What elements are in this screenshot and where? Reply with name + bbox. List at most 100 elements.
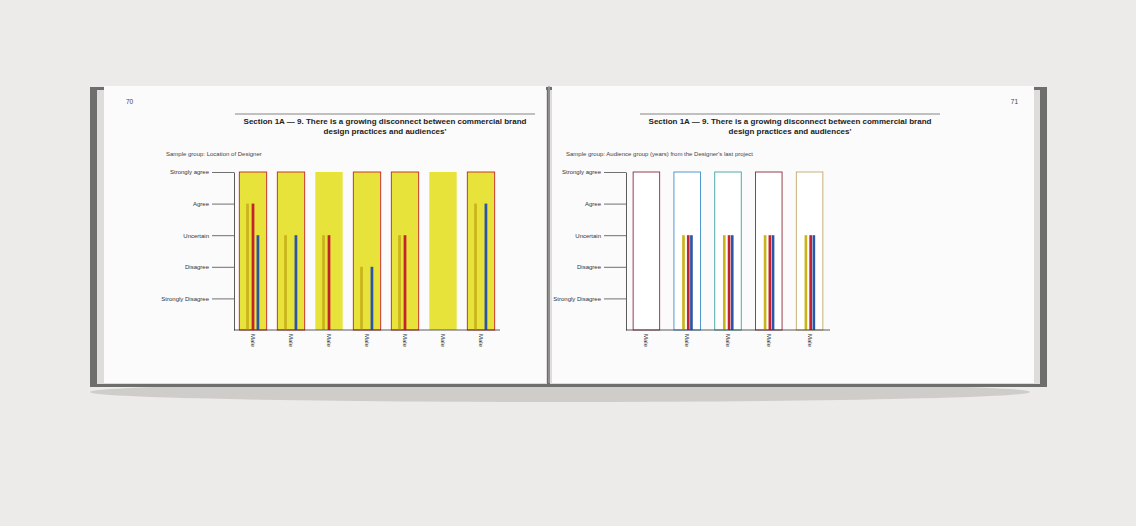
bar (371, 267, 374, 330)
bar (322, 235, 325, 330)
x-tick-label: Male (766, 334, 772, 348)
x-tick: Male (643, 334, 649, 348)
y-tick: Uncertain (575, 233, 626, 239)
y-tick: Uncertain (183, 233, 234, 239)
y-axis: Strongly agree Agree Uncertain Disagree Stro… (553, 169, 626, 330)
bar (398, 235, 401, 330)
column-frame (674, 172, 701, 330)
subtitle: Sample group: Audience group (years) fro… (566, 151, 753, 157)
y-tick: Strongly agree (170, 169, 234, 175)
y-axis: Strongly agree Agree Uncertain Disagree Stro… (161, 169, 234, 330)
y-axis-line (234, 173, 235, 331)
column-frame (315, 172, 342, 330)
bar (772, 235, 775, 330)
column-frame (796, 172, 823, 330)
x-tick: Male (478, 334, 484, 348)
canvas: 70 Section 1A — 9. There is a growing dis… (0, 0, 1136, 526)
x-tick: Male (725, 334, 731, 348)
x-tick-label: Male (478, 334, 484, 348)
page-number: 71 (1011, 98, 1019, 105)
y-tick-label: Strongly Disagree (553, 296, 601, 302)
x-tick-label: Male (364, 334, 370, 348)
y-tick-mark (604, 204, 626, 205)
page-number: 70 (126, 98, 134, 105)
y-tick-label: Disagree (185, 264, 210, 270)
x-tick-label: Male (725, 334, 731, 348)
y-tick: Disagree (185, 264, 234, 270)
chart-page: 70Section 1A — 9. There is a growing dis… (104, 86, 546, 383)
column-frame (467, 172, 494, 330)
x-axis: Male Male Male Male Male (626, 330, 830, 348)
column-frames (633, 172, 823, 330)
y-tick: Agree (585, 201, 626, 207)
bar (764, 235, 767, 330)
bar (257, 235, 260, 330)
bar (682, 235, 685, 330)
y-tick-label: Strongly agree (170, 169, 210, 175)
bar (809, 235, 812, 330)
x-tick-label: Male (326, 334, 332, 348)
y-tick-label: Disagree (577, 264, 602, 270)
x-tick-label: Male (250, 334, 256, 348)
bar (723, 235, 726, 330)
x-axis-line (626, 330, 830, 331)
bar (252, 204, 255, 330)
y-tick-mark (604, 298, 626, 299)
y-tick: Strongly Disagree (553, 296, 626, 302)
bar (690, 235, 693, 330)
x-tick: Male (807, 334, 813, 348)
title: Section 1A — 9. There is a growing disco… (649, 117, 932, 136)
x-tick: Male (288, 334, 294, 348)
bar (769, 235, 772, 330)
y-tick: Agree (193, 201, 234, 207)
x-tick-label: Male (288, 334, 294, 348)
x-tick-label: Male (684, 334, 690, 348)
x-tick: Male (364, 334, 370, 348)
y-tick-mark (604, 172, 626, 173)
x-tick: Male (684, 334, 690, 348)
bar (360, 267, 363, 330)
y-tick: Strongly Disagree (161, 296, 234, 302)
x-tick: Male (250, 334, 256, 348)
y-tick-mark (212, 235, 234, 236)
x-tick: Male (326, 334, 332, 348)
bar (284, 235, 287, 330)
bar (328, 235, 331, 330)
x-tick-label: Male (643, 334, 649, 348)
spine (548, 86, 550, 383)
column-frame (633, 172, 660, 330)
background (0, 0, 1136, 526)
y-tick-label: Strongly agree (562, 169, 602, 175)
bar (246, 204, 249, 330)
bar (295, 235, 298, 330)
bar (485, 204, 488, 330)
x-tick: Male (766, 334, 772, 348)
bar (474, 204, 477, 330)
y-tick: Strongly agree (562, 169, 626, 175)
bar (731, 235, 734, 330)
page (552, 86, 1034, 383)
y-tick-label: Uncertain (183, 233, 209, 239)
x-axis: MaleMaleMaleMaleMaleMaleMale (234, 330, 500, 348)
x-tick-label: Male (402, 334, 408, 348)
y-tick-mark (212, 298, 234, 299)
y-tick-label: Uncertain (575, 233, 601, 239)
column-frame (756, 172, 783, 330)
page (104, 86, 546, 383)
chart-page: 71 Section 1A — 9. There is a growing dis… (552, 86, 1034, 383)
plot-area (246, 204, 487, 330)
y-tick-mark (212, 204, 234, 205)
x-tick: Male (402, 334, 408, 348)
bar (404, 235, 407, 330)
title-rule (235, 114, 535, 115)
bar (687, 235, 690, 330)
column-frame (277, 172, 304, 330)
column-frame (239, 172, 266, 330)
y-tick-label: Strongly Disagree (161, 296, 209, 302)
y-tick-mark (604, 235, 626, 236)
bar (728, 235, 731, 330)
y-tick-label: Agree (193, 201, 210, 207)
bar (813, 235, 816, 330)
y-tick-mark (212, 172, 234, 173)
column-frame (715, 172, 742, 330)
